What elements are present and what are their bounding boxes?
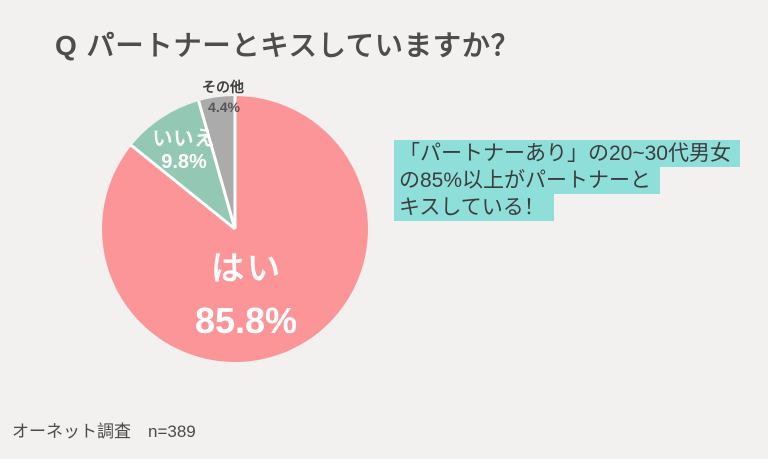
slice-separator bbox=[130, 144, 236, 231]
slice-value-other: 4.4% bbox=[208, 99, 240, 115]
callout-highlight-box: 「パートナーあり」の20~30代男女 の85%以上がパートナーと キスしている！ bbox=[394, 140, 740, 221]
callout-line-3: キスしている！ bbox=[394, 194, 554, 221]
callout-line-2: の85%以上がパートナーと bbox=[394, 167, 661, 194]
page-title: Q パートナーとキスしていますか？ bbox=[55, 30, 520, 61]
callout-line-1: 「パートナーあり」の20~30代男女 bbox=[394, 140, 740, 167]
slice-label-other: その他 bbox=[202, 79, 244, 95]
slice-value-no: 9.8% bbox=[161, 151, 207, 173]
pie-svg bbox=[101, 96, 368, 362]
pie-slice-1 bbox=[131, 101, 235, 229]
slice-separator bbox=[197, 100, 237, 230]
slice-label-yes: はい bbox=[211, 249, 283, 287]
slice-label-no: いいえ bbox=[152, 128, 216, 150]
source-note: オーネット調査 n=389 bbox=[12, 422, 196, 441]
slice-value-yes: 85.8% bbox=[194, 300, 298, 341]
